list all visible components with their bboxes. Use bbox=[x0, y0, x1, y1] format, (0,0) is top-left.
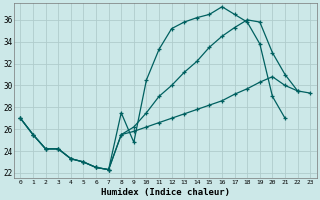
X-axis label: Humidex (Indice chaleur): Humidex (Indice chaleur) bbox=[101, 188, 230, 197]
